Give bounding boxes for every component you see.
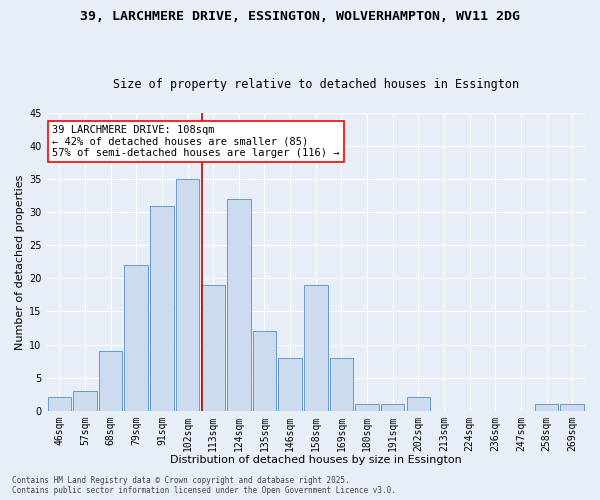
Bar — [176, 179, 199, 410]
Y-axis label: Number of detached properties: Number of detached properties — [15, 174, 25, 350]
Bar — [407, 398, 430, 410]
Bar — [560, 404, 584, 410]
X-axis label: Distribution of detached houses by size in Essington: Distribution of detached houses by size … — [170, 455, 461, 465]
Text: 39, LARCHMERE DRIVE, ESSINGTON, WOLVERHAMPTON, WV11 2DG: 39, LARCHMERE DRIVE, ESSINGTON, WOLVERHA… — [80, 10, 520, 23]
Bar — [150, 206, 174, 410]
Bar — [253, 332, 276, 410]
Text: 39 LARCHMERE DRIVE: 108sqm
← 42% of detached houses are smaller (85)
57% of semi: 39 LARCHMERE DRIVE: 108sqm ← 42% of deta… — [52, 125, 340, 158]
Bar — [227, 199, 251, 410]
Bar — [47, 398, 71, 410]
Bar — [381, 404, 404, 410]
Bar — [355, 404, 379, 410]
Bar — [329, 358, 353, 410]
Bar — [124, 265, 148, 410]
Title: Size of property relative to detached houses in Essington: Size of property relative to detached ho… — [113, 78, 519, 91]
Bar — [304, 285, 328, 410]
Text: Contains HM Land Registry data © Crown copyright and database right 2025.
Contai: Contains HM Land Registry data © Crown c… — [12, 476, 396, 495]
Bar — [202, 285, 225, 410]
Bar — [535, 404, 559, 410]
Bar — [73, 391, 97, 410]
Bar — [99, 351, 122, 410]
Bar — [278, 358, 302, 410]
